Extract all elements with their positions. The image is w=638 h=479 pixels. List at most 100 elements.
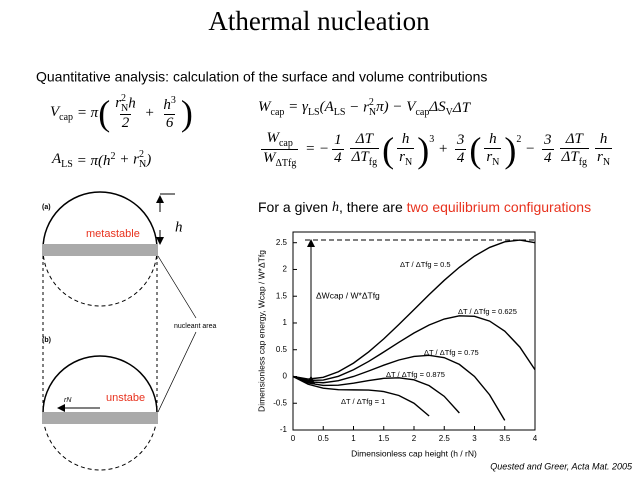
state-label: unstabe <box>106 392 145 404</box>
statement: For a given h, there are two equilibrium… <box>258 199 591 216</box>
y-tick-label: 1.5 <box>276 291 288 300</box>
term: ΔSV <box>429 99 453 118</box>
symbol: h <box>489 131 497 147</box>
cap-arc-dashed <box>42 248 158 307</box>
subscript: ΔTfg <box>275 158 297 169</box>
denominator: 6 <box>163 113 176 132</box>
term: = π <box>73 105 98 122</box>
equation: ALS = π(h2 + r 2 N) <box>52 150 151 170</box>
fraction: ΔT ΔTfg <box>559 131 590 168</box>
bracket: ) <box>504 129 517 170</box>
y-tick-label: 2.5 <box>276 238 288 247</box>
statement-text: , there are <box>339 199 407 215</box>
numerator: 3 <box>455 132 467 149</box>
superscript: 3 <box>429 133 435 145</box>
x-tick-label: 4 <box>533 434 538 443</box>
panel-label: (b) <box>42 337 51 344</box>
term: h <box>402 131 410 147</box>
term: = − <box>301 141 329 158</box>
x-tick-label: 3 <box>472 434 477 443</box>
subscript: LS <box>333 106 346 118</box>
symbol: ΔT <box>565 131 583 147</box>
term: 6 <box>166 115 174 131</box>
statement-variable: h <box>332 200 339 215</box>
equation: Wcap WΔTfg = −1 4 ΔT ΔTfg(h rN) 3 + 3 4(h rN) 2 −… <box>258 130 615 169</box>
numerator: Wcap <box>264 130 294 149</box>
symbol: h <box>128 95 136 112</box>
curve <box>292 375 430 417</box>
term: 4 <box>544 150 552 166</box>
denominator: 2 <box>119 114 132 132</box>
fraction: ΔT ΔTfg <box>349 131 380 168</box>
symbol: = π <box>73 104 99 121</box>
fraction: h3 6 <box>161 95 178 132</box>
term: + <box>434 141 452 158</box>
symbol: h <box>163 96 171 113</box>
curve-label: ΔT / ΔTfg = 0.75 <box>424 348 479 357</box>
term: ΔT <box>356 131 373 147</box>
term: π) − Vcap <box>376 99 429 118</box>
numerator: ΔT <box>354 131 375 148</box>
subscript: N <box>602 157 611 168</box>
nucleant-area-label: nucleant area <box>174 323 217 330</box>
x-tick-label: 1.5 <box>378 434 390 443</box>
x-tick-label: 1 <box>351 434 356 443</box>
citation: Quested and Greer, Acta Mat. 2005 <box>490 461 633 471</box>
x-axis-label: Dimensionless cap height (h / rN) <box>351 448 477 458</box>
symbol: ΔS <box>429 98 446 115</box>
subscript: cap <box>59 111 74 123</box>
term: ( <box>469 132 481 168</box>
term: ) 2 <box>504 132 521 168</box>
curve <box>292 315 536 382</box>
subscript: fg <box>368 157 378 168</box>
term: Wcap <box>266 130 293 149</box>
bracket: ( <box>382 129 395 170</box>
y-tick-label: 0 <box>283 372 288 381</box>
numerator: h <box>598 131 610 148</box>
height-label: h <box>175 219 183 235</box>
denominator: rN <box>397 148 415 168</box>
superscript: 3 <box>170 94 176 106</box>
pointer-line <box>157 255 197 319</box>
term: WΔTfg <box>263 150 297 169</box>
y-tick-label: 2 <box>283 265 288 274</box>
symbol: r <box>597 149 603 165</box>
term: (ALS <box>320 99 346 118</box>
numerator: 3 <box>542 132 554 149</box>
y-tick-label: 0.5 <box>276 345 288 354</box>
term: h <box>489 131 497 147</box>
denominator: rN <box>484 148 502 168</box>
term: ΔT <box>453 100 470 117</box>
cap-arc <box>42 355 158 414</box>
term: ) <box>181 95 193 131</box>
y-tick-label: -1 <box>280 425 288 434</box>
symbol: 4 <box>334 150 342 166</box>
symbol: 1 <box>334 132 342 148</box>
term: ( <box>382 132 394 168</box>
subscript: N <box>121 103 129 114</box>
symbol: 2 <box>121 115 130 131</box>
symbol: + <box>434 141 452 157</box>
panel-label: (a) <box>42 204 51 211</box>
substrate <box>42 412 158 424</box>
curve-label: ΔT / ΔTfg = 1 <box>341 397 385 406</box>
bracket: ( <box>98 93 111 133</box>
symbol: A <box>52 150 62 167</box>
symbol: − <box>521 141 540 157</box>
subscript: N <box>404 157 413 168</box>
fraction: h rN <box>484 131 502 168</box>
term: = γLS <box>284 99 319 118</box>
superscript: 2 <box>110 150 116 162</box>
term: rN <box>399 149 413 168</box>
term: 3 <box>544 132 552 148</box>
subscript: N <box>368 107 377 118</box>
state-label: metastable <box>86 228 140 240</box>
subscript: cap <box>278 138 293 149</box>
